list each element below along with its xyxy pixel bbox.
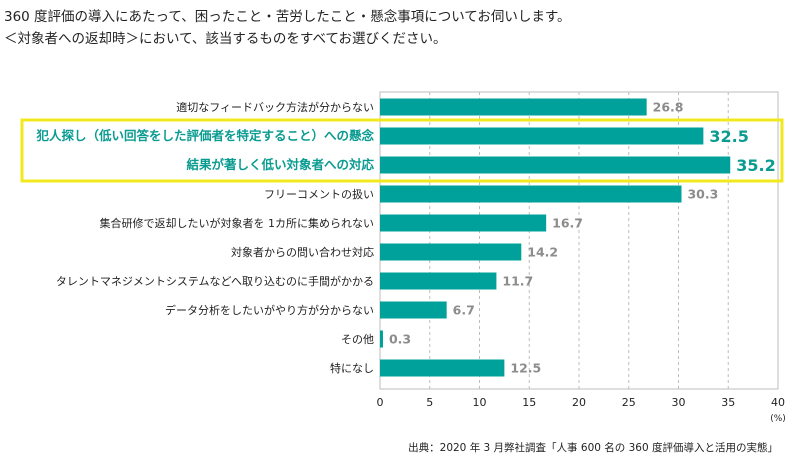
bar: [380, 301, 447, 319]
bar: [380, 330, 383, 348]
highlight-box: [20, 118, 784, 183]
bar: [380, 98, 647, 116]
category-label: タレントマネジメントシステムなどへ取り込むのに手間がかかる: [56, 274, 374, 288]
x-tick-label: 35: [721, 396, 735, 409]
category-label: 特になし: [330, 361, 374, 375]
x-tick-label: 5: [426, 396, 433, 409]
category-label: データ分析をしたいがやり方が分からない: [165, 303, 374, 317]
category-label: その他: [341, 333, 374, 346]
x-tick-label: 25: [622, 396, 636, 409]
x-tick-label: 40: [771, 396, 785, 409]
category-label: 犯人探し（低い回答をした評価者を特定すること）への懸念: [35, 128, 374, 143]
question-line-1: 360 度評価の導入にあたって、困ったこと・苦労したこと・懸念事項についてお伺い…: [4, 9, 571, 25]
bar: [380, 243, 522, 261]
value-label: 11.7: [502, 274, 533, 289]
x-tick-label: 10: [473, 396, 487, 409]
value-label: 26.8: [653, 100, 684, 115]
value-label: 30.3: [687, 187, 718, 202]
value-label: 12.5: [510, 361, 541, 376]
value-label: 32.5: [709, 127, 748, 146]
highlight-layer: [20, 118, 784, 183]
source-note: 出典：2020 年 3 月弊社調査「人事 600 名の 360 度評価導入と活用…: [408, 442, 778, 454]
bar: [380, 214, 547, 232]
bar: [380, 359, 505, 377]
x-tick-label: 30: [672, 396, 686, 409]
category-label: フリーコメントの扱い: [264, 187, 374, 201]
bar: [380, 185, 682, 203]
x-tick-label: 15: [522, 396, 536, 409]
label-layer: 適切なフィードバック方法が分からない 26.8 犯人探し（低い回答をした評価者を特定…: [35, 100, 775, 376]
axis-layer: 0 5 10 15 20 25 30 35 40 (%): [377, 396, 786, 424]
bar-layer: [380, 98, 731, 377]
value-label: 0.3: [389, 332, 411, 347]
x-unit-label: (%): [770, 414, 786, 424]
category-label: 集合研修で返却したいが対象者を 1カ所に集められない: [100, 216, 375, 230]
bar: [380, 272, 497, 290]
value-label: 14.2: [527, 245, 558, 260]
question-line-2: ＜対象者への返却時＞において、該当するものをすべてお選びください。: [4, 31, 447, 47]
category-label: 対象者からの問い合わせ対応: [231, 245, 374, 259]
category-label: 適切なフィードバック方法が分からない: [176, 100, 374, 114]
bar: [380, 127, 704, 145]
category-label: 結果が著しく低い対象者への対応: [186, 157, 374, 172]
value-label: 35.2: [736, 156, 775, 175]
x-tick-label: 20: [572, 396, 586, 409]
value-label: 6.7: [453, 303, 475, 318]
question-text: 360 度評価の導入にあたって、困ったこと・苦労したこと・懸念事項についてお伺い…: [4, 6, 784, 50]
value-label: 16.7: [552, 216, 583, 231]
x-tick-label: 0: [377, 396, 384, 409]
bar: [380, 156, 731, 174]
